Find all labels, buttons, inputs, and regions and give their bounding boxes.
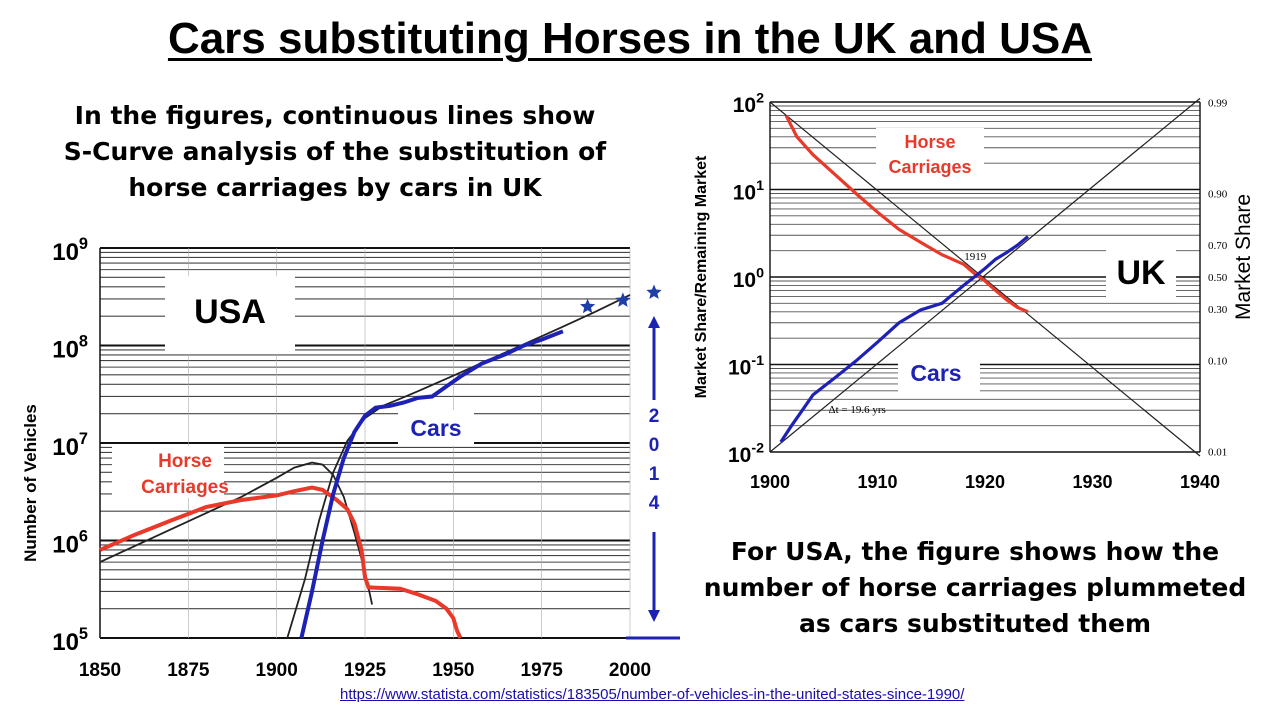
uk-title-box	[1106, 246, 1176, 298]
uk-y-tick-label: 10-1	[728, 353, 764, 379]
usa-x-tick-label: 1975	[521, 660, 564, 681]
usa-chart-title: USA	[194, 293, 266, 331]
usa-series	[99, 284, 662, 639]
uk-right-tick-label: 0.99	[1208, 97, 1228, 109]
page-title: Cars substituting Horses in the UK and U…	[167, 14, 1093, 63]
uk-right-tick-label: 0.70	[1208, 240, 1228, 252]
uk-chart-title: UK	[1116, 254, 1166, 292]
uk-right-tick-label: 0.50	[1208, 272, 1228, 284]
caption-right: For USA, the figure shows how the number…	[703, 537, 1247, 638]
usa-2014-digit: 0	[649, 435, 660, 456]
usa-labels: 105 106 107 108 109 1850 1875 1900 1925 1950 1975 2…	[21, 235, 680, 681]
uk-right-tick-label: 0.30	[1208, 304, 1228, 316]
usa-y-tick-label: 107	[52, 430, 88, 461]
uk-y-tick-label: 101	[733, 178, 764, 204]
uk-series	[779, 114, 1030, 443]
usa-y-tick-label: 105	[52, 625, 88, 656]
uk-delta-t: Δt = 19.6 yrs	[829, 404, 886, 416]
usa-y-axis-label: Number of Vehicles	[21, 404, 40, 562]
uk-right-tick-label: 0.90	[1208, 189, 1228, 201]
uk-cars-line	[779, 235, 1030, 443]
usa-car-fit-line	[286, 294, 631, 639]
usa-y-tick-label: 106	[52, 528, 88, 559]
source-link[interactable]: https://www.statista.com/statistics/1835…	[340, 686, 965, 703]
uk-horse-fit-line	[769, 101, 1201, 457]
usa-x-tick-label: 1925	[344, 660, 387, 681]
uk-horse-label: Horse	[904, 132, 955, 152]
usa-cars-label-box	[398, 410, 474, 446]
usa-x-tick-label: 1950	[432, 660, 474, 681]
usa-data-star	[646, 284, 662, 299]
uk-cars-label-box	[898, 354, 980, 392]
uk-chart: 10-2 10-1 100 101 102 1900 1910 1920 1930 1940 0.9…	[693, 91, 1255, 492]
uk-x-tick-label: 1920	[965, 472, 1005, 492]
uk-x-tick-label: 1930	[1072, 472, 1112, 492]
uk-x-tick-label: 1910	[857, 472, 897, 492]
usa-x-tick-label: 2000	[609, 660, 651, 681]
usa-horse-label: Horse	[158, 451, 212, 472]
uk-x-tick-label: 1900	[750, 472, 790, 492]
usa-2014-arrowhead-up	[648, 316, 660, 328]
uk-horse-label-box	[876, 128, 984, 180]
usa-y-tick-label: 108	[52, 333, 88, 364]
uk-fit-lines	[769, 97, 1201, 457]
usa-cars-line	[299, 329, 564, 639]
caption-left: In the figures, continuous lines show S-…	[63, 101, 607, 202]
uk-cars-label: Cars	[910, 360, 961, 386]
uk-right-axis-label: Market Share	[1232, 194, 1255, 320]
usa-horse-label: Carriages	[141, 477, 229, 498]
usa-2014-arrowhead-down	[648, 610, 660, 622]
usa-chart: 105 106 107 108 109 1850 1875 1900 1925 1950 1975 2…	[21, 235, 680, 681]
uk-y-tick-label: 10-2	[728, 441, 764, 467]
usa-horse-label-box	[112, 446, 224, 498]
uk-right-tick-label: 0.01	[1208, 447, 1227, 459]
usa-title-box	[165, 276, 295, 354]
uk-car-fit-line	[769, 97, 1201, 453]
uk-horse-label: Carriages	[888, 157, 971, 177]
usa-x-tick-label: 1875	[167, 660, 210, 681]
usa-2014-digit: 4	[649, 493, 660, 514]
usa-x-tick-label: 1900	[256, 660, 298, 681]
uk-labels: 10-2 10-1 100 101 102 1900 1910 1920 1930 1940 0.9…	[693, 91, 1255, 492]
uk-crossover-year: 1919	[964, 251, 987, 263]
uk-y-tick-label: 102	[733, 91, 764, 117]
usa-horse-carriages-line	[99, 485, 463, 639]
usa-data-star	[580, 298, 596, 314]
uk-x-tick-label: 1940	[1180, 472, 1220, 492]
usa-2014-digit: 1	[649, 464, 660, 485]
usa-y-tick-label: 109	[52, 235, 88, 266]
uk-y-axis-label: Market Share/Remaining Market	[693, 155, 710, 398]
uk-right-tick-label: 0.10	[1208, 355, 1228, 367]
usa-2014-digit: 2	[649, 406, 660, 427]
usa-cars-label: Cars	[410, 415, 461, 441]
usa-x-tick-label: 1850	[79, 660, 121, 681]
uk-horse-carriages-line	[784, 114, 1029, 314]
uk-y-tick-label: 100	[733, 266, 764, 292]
usa-data-star	[615, 292, 631, 307]
